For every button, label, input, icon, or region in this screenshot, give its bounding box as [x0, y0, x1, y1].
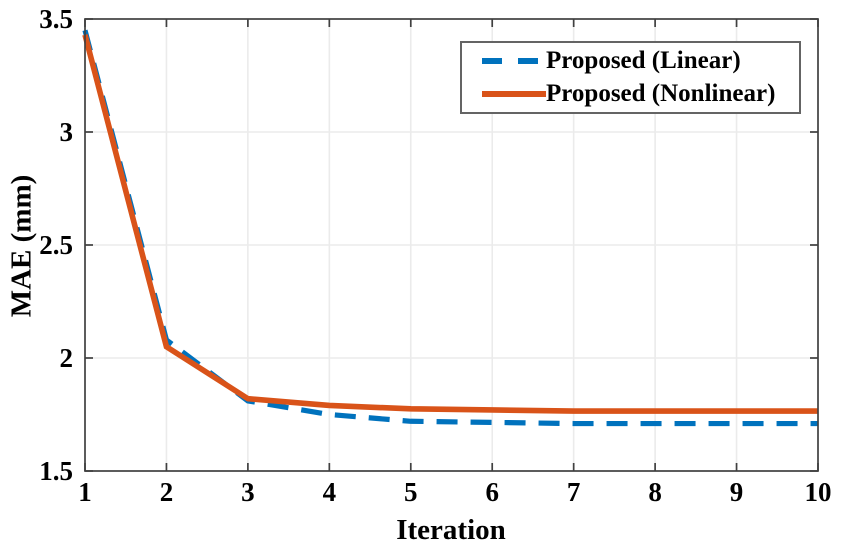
legend-item-nonlinear: Proposed (Nonlinear)	[482, 78, 799, 110]
x-tick-label: 1	[78, 477, 92, 507]
x-tick-label: 8	[648, 477, 662, 507]
y-axis-title: MAE (mm)	[5, 174, 38, 318]
x-tick-label: 7	[566, 477, 581, 507]
x-tick-label: 4	[322, 477, 337, 507]
legend-label-linear: Proposed (Linear)	[546, 46, 741, 74]
legend-item-linear: Proposed (Linear)	[482, 45, 799, 77]
solid-line-sample	[482, 91, 546, 98]
legend-label-nonlinear: Proposed (Nonlinear)	[546, 80, 776, 108]
x-axis-title: Iteration	[396, 514, 506, 546]
series-line-nonlinear	[82, 34, 818, 414]
x-tick-label: 2	[159, 477, 174, 507]
y-tick-label: 3.5	[39, 4, 73, 34]
dashed-line-sample	[482, 57, 546, 64]
x-tick-label: 6	[485, 477, 499, 507]
x-tick-label: 5	[404, 477, 418, 507]
y-tick-label: 2	[59, 343, 74, 373]
y-tick-label: 3	[59, 117, 74, 147]
y-tick-label: 2.5	[39, 230, 73, 260]
x-tick-label: 3	[241, 477, 255, 507]
legend: Proposed (Linear) Proposed (Nonlinear)	[460, 41, 801, 114]
x-tick-label: 10	[804, 477, 832, 507]
x-tick-label: 9	[729, 477, 744, 507]
y-tick-label: 1.5	[39, 456, 73, 486]
series-line-linear	[82, 29, 818, 427]
